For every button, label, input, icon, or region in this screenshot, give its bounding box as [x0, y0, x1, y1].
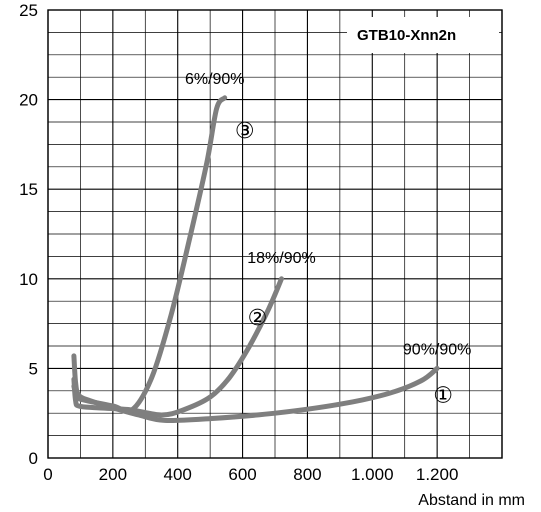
series-3-marker: ③ — [235, 119, 255, 144]
x-tick-label: 1.200 — [416, 465, 459, 484]
x-tick-label: 800 — [293, 465, 321, 484]
series-line-3 — [71, 95, 228, 414]
series-1-label: 90%/90% — [403, 341, 472, 358]
title-background — [347, 17, 499, 53]
x-tick-label: 600 — [228, 465, 256, 484]
plot-frame — [47, 9, 503, 459]
x-tick-label: 400 — [164, 465, 192, 484]
series-line-2 — [71, 276, 284, 418]
y-tick-label: 0 — [29, 449, 38, 468]
series-2-marker: ② — [248, 306, 268, 331]
series-3-label: 6%/90% — [185, 71, 245, 88]
y-tick-label: 20 — [19, 91, 38, 110]
title-box: GTB10-Xnn2n — [347, 17, 499, 53]
x-tick-label: 1.000 — [351, 465, 394, 484]
series-labels: 90%/90% ① 18%/90% ② 6%/90% ③ — [185, 71, 471, 409]
y-tick-label: 25 — [19, 1, 38, 20]
series-1-marker: ① — [433, 383, 453, 408]
tick-labels: 0 200 400 600 800 1.000 1.200 0 5 10 15 20 25 — [19, 1, 458, 484]
x-tick-label: 0 — [43, 465, 52, 484]
y-tick-label: 10 — [19, 270, 38, 289]
series-2-label: 18%/90% — [247, 250, 316, 267]
series-lines — [71, 95, 440, 424]
x-tick-label: 200 — [99, 465, 127, 484]
y-tick-label: 15 — [19, 180, 38, 199]
chart-title: GTB10-Xnn2n — [357, 27, 456, 44]
y-tick-label: 5 — [29, 359, 38, 378]
x-axis-label: Abstand in mm — [418, 492, 525, 509]
